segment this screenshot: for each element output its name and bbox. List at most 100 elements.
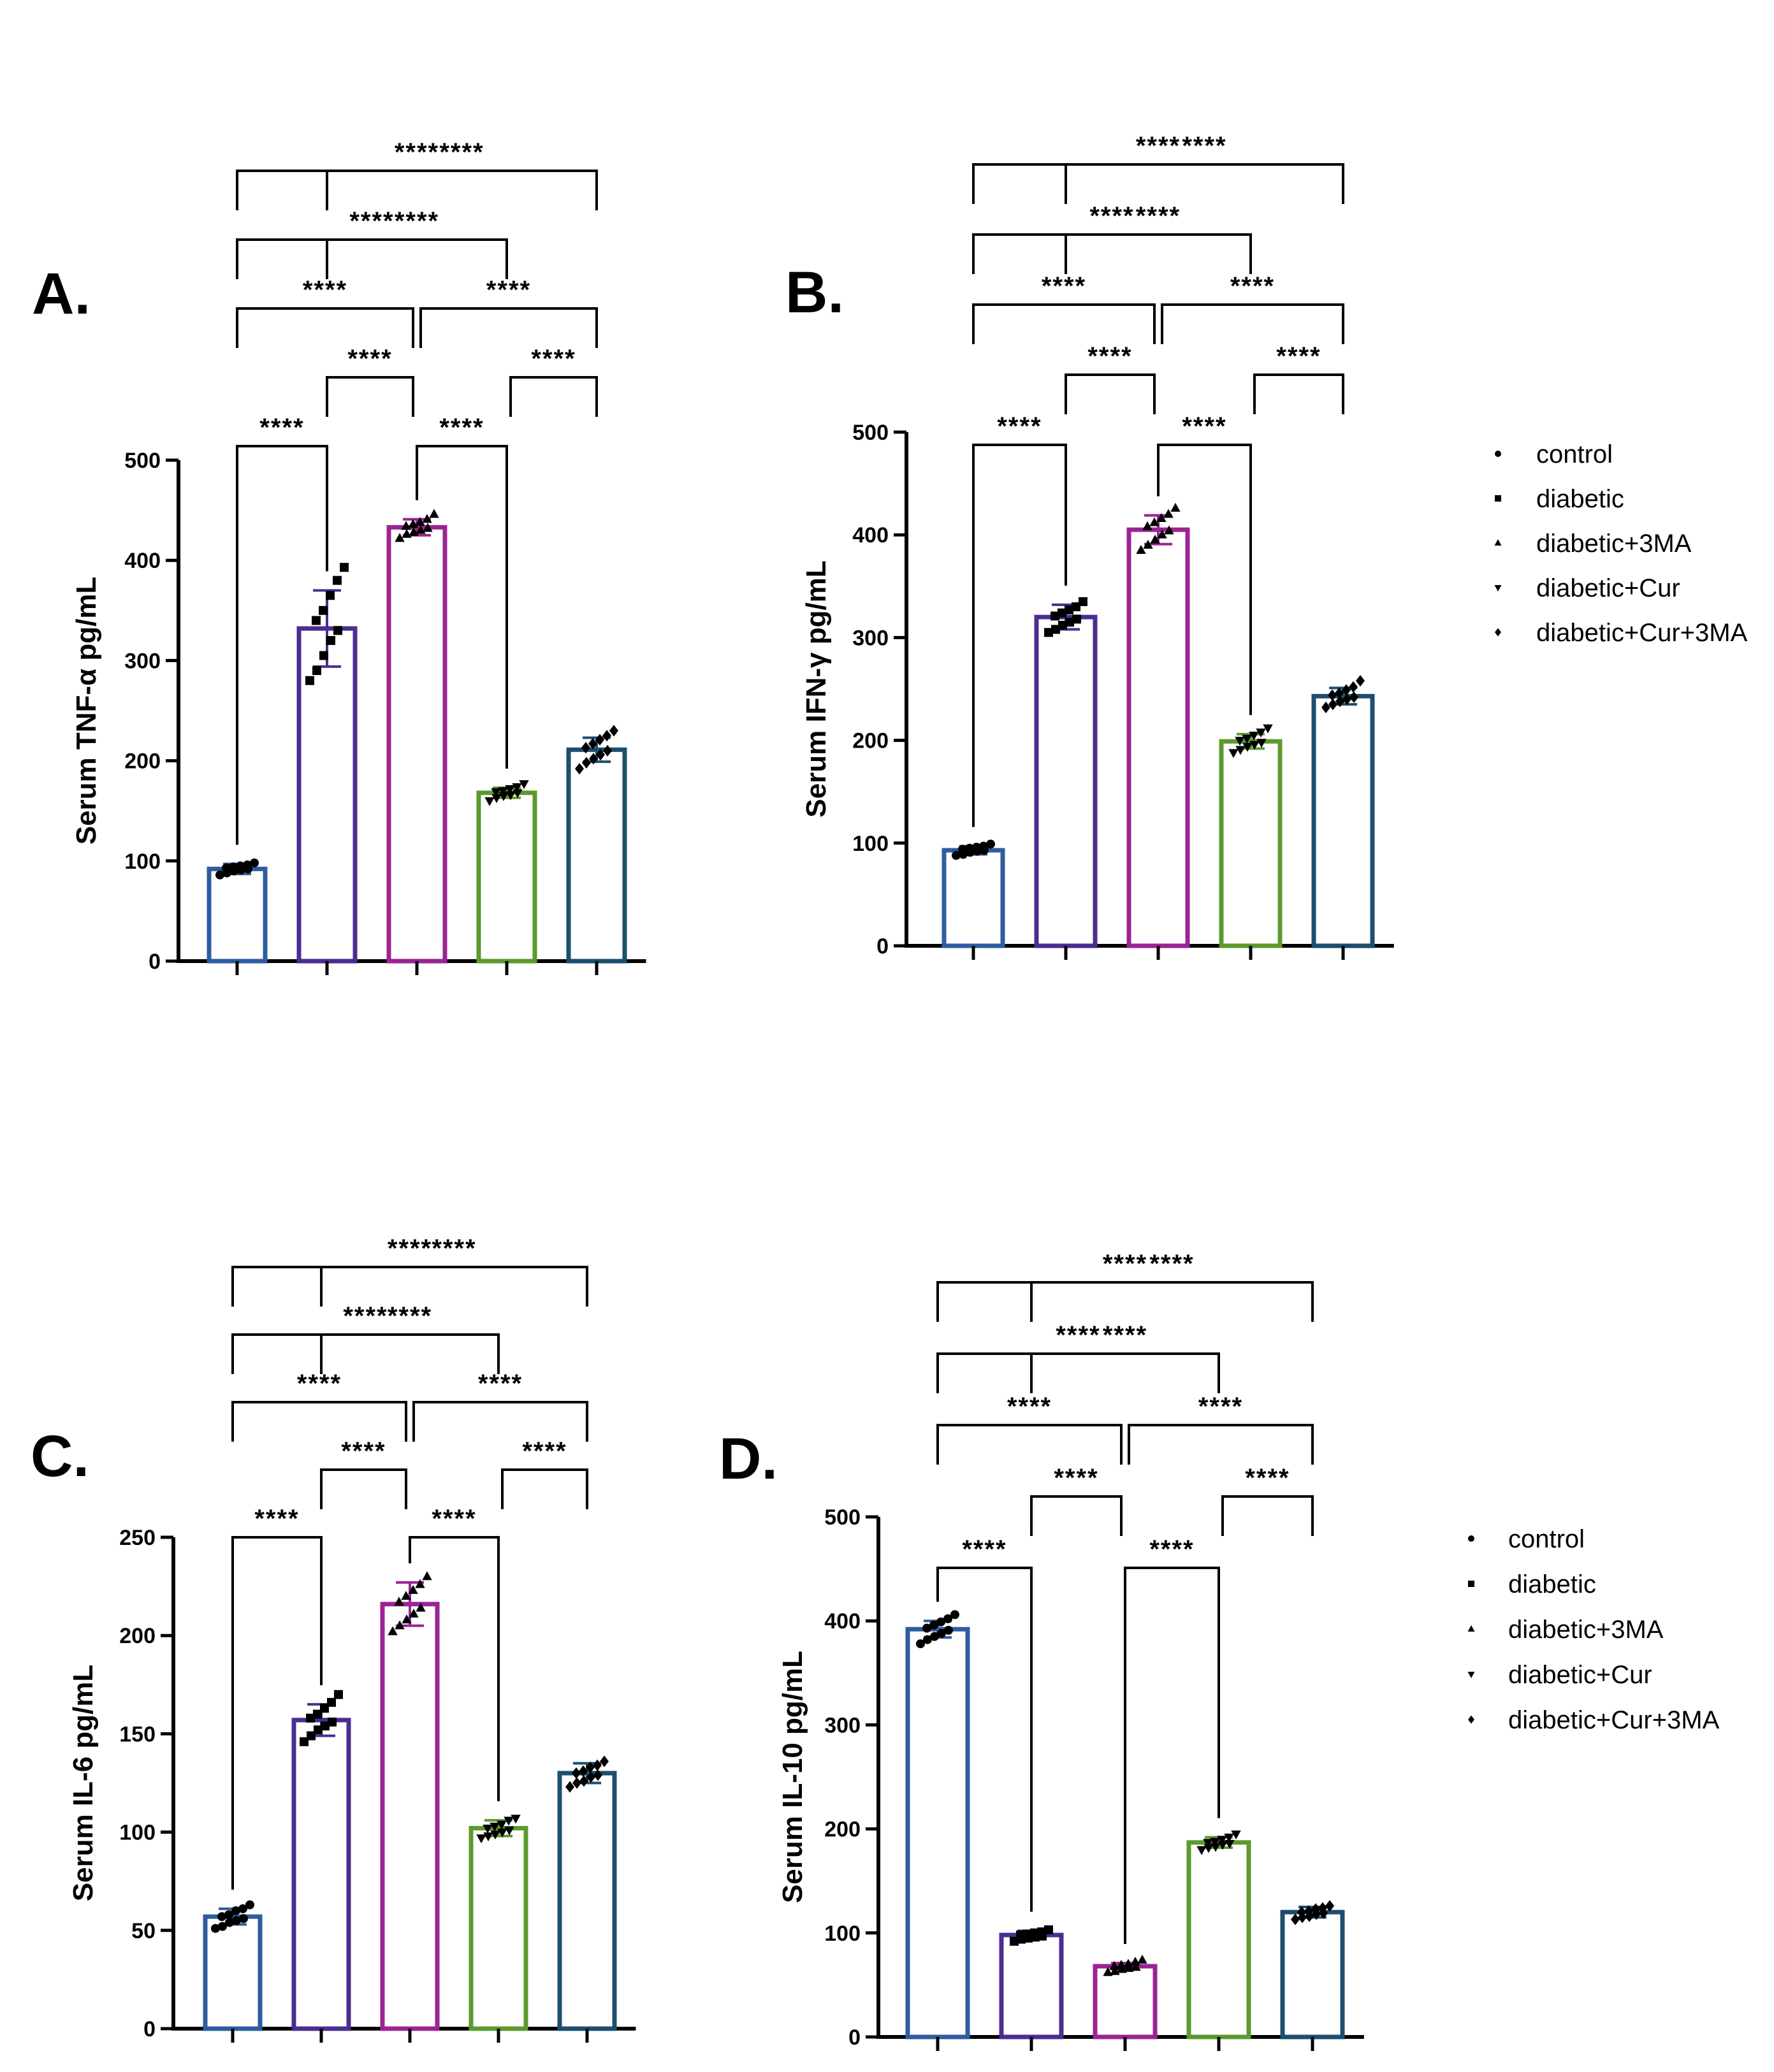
data-point: [1023, 1929, 1032, 1939]
data-point: [217, 1912, 226, 1922]
significance-label: ****: [432, 1505, 476, 1533]
data-point: [582, 757, 591, 769]
data-point: [593, 1769, 602, 1781]
data-point: [1304, 1905, 1313, 1917]
significance-label: ****: [439, 414, 484, 442]
significance-label: ****: [439, 138, 484, 166]
data-point: [1072, 614, 1081, 624]
data-point: [972, 843, 981, 852]
significance-label: ****: [1182, 132, 1226, 160]
data-point: [408, 1584, 418, 1594]
data-point: [250, 858, 259, 867]
significance-label: ****: [962, 1535, 1007, 1563]
data-point: [1328, 689, 1337, 701]
y-tick-label: 500: [852, 421, 889, 445]
significance-label: ****: [1007, 1393, 1052, 1421]
panel-label: A.: [32, 261, 91, 326]
data-point: [314, 1725, 323, 1735]
significance-bracket: [1157, 444, 1252, 715]
data-point: [1051, 625, 1060, 634]
data-point: [395, 1620, 405, 1630]
data-point: [1163, 509, 1174, 518]
data-point: [1116, 1959, 1126, 1969]
data-point: [409, 1608, 419, 1618]
data-point: [402, 1614, 412, 1624]
bar-diabetic: [1034, 614, 1098, 948]
significance-bracket: [412, 1401, 588, 1442]
data-point: [1311, 1903, 1320, 1915]
data-point: [1143, 539, 1153, 549]
y-tick-label: 150: [119, 1722, 156, 1746]
significance-label: ****: [522, 1437, 567, 1465]
data-point: [593, 1759, 602, 1771]
significance-bracket: [326, 170, 598, 210]
significance-bracket: [1030, 1352, 1220, 1393]
data-point: [312, 666, 321, 676]
data-point: [1157, 529, 1167, 539]
data-point: [490, 1822, 500, 1832]
significance-label: ****: [1087, 342, 1132, 370]
significance-bracket: [509, 376, 598, 417]
y-tick-label: 400: [824, 1609, 861, 1634]
data-point: [579, 1775, 588, 1787]
data-point: [334, 1690, 343, 1699]
data-point: [1109, 1960, 1119, 1970]
data-point: [936, 1617, 945, 1626]
significance-label: ****: [1182, 412, 1226, 440]
significance-bracket: [419, 307, 598, 348]
legend-marker-circle: [1468, 1535, 1474, 1542]
data-point: [513, 789, 523, 799]
data-point: [603, 744, 612, 757]
bar-diabetic-Cur-3MA: [1311, 693, 1375, 948]
data-point: [1335, 695, 1344, 707]
legend-marker-square: [1495, 495, 1501, 502]
legend-label: control: [1536, 440, 1613, 468]
legend-marker-square: [1468, 1581, 1474, 1587]
significance-bracket: [236, 445, 328, 845]
data-point: [1065, 605, 1073, 614]
legend-label: diabetic: [1536, 485, 1624, 513]
bar-diabetic-Cur-3MA: [557, 1771, 617, 2031]
significance-bracket: [972, 233, 1252, 274]
panel-label: B.: [785, 260, 844, 325]
bar-diabetic-3MA: [386, 525, 447, 964]
y-tick-label: 400: [852, 523, 889, 547]
significance-bracket: [936, 1424, 1123, 1465]
significance-label: ****: [1103, 1321, 1147, 1349]
bar-diabetic-Cur-3MA: [566, 747, 627, 964]
data-point: [238, 1904, 247, 1913]
y-tick-label: 300: [124, 649, 161, 673]
data-point: [916, 1639, 925, 1649]
data-point: [306, 1713, 315, 1723]
data-point: [586, 1761, 595, 1773]
legend-label: control: [1508, 1525, 1585, 1553]
significance-label: ****: [1103, 1250, 1147, 1278]
significance-bracket: [972, 303, 1156, 344]
data-point: [943, 1614, 952, 1623]
data-point: [600, 1755, 609, 1767]
y-axis-title: Serum IL-6 pg/mL: [68, 1665, 99, 1902]
y-tick-label: 300: [824, 1713, 861, 1737]
data-point: [1356, 675, 1365, 687]
y-tick-label: 0: [143, 2017, 156, 2041]
data-point: [1196, 1846, 1207, 1855]
significance-label: ****: [395, 207, 439, 235]
data-point: [1156, 513, 1167, 523]
data-point: [394, 1597, 404, 1606]
significance-bracket: [231, 1266, 588, 1307]
significance-bracket: [409, 1536, 500, 1802]
significance-label: ****: [478, 1370, 523, 1398]
data-point: [222, 863, 231, 873]
significance-label: ****: [1230, 272, 1275, 300]
panel-label: D.: [719, 1426, 778, 1491]
significance-bracket: [1065, 373, 1156, 414]
data-point: [307, 1731, 316, 1741]
data-point: [319, 605, 328, 615]
significance-bracket: [1221, 1495, 1314, 1536]
data-point: [1149, 517, 1160, 526]
data-point: [333, 576, 342, 585]
significance-label: ****: [1149, 1535, 1194, 1563]
significance-bracket: [416, 445, 508, 769]
legend-label: diabetic+Cur+3MA: [1508, 1706, 1720, 1734]
